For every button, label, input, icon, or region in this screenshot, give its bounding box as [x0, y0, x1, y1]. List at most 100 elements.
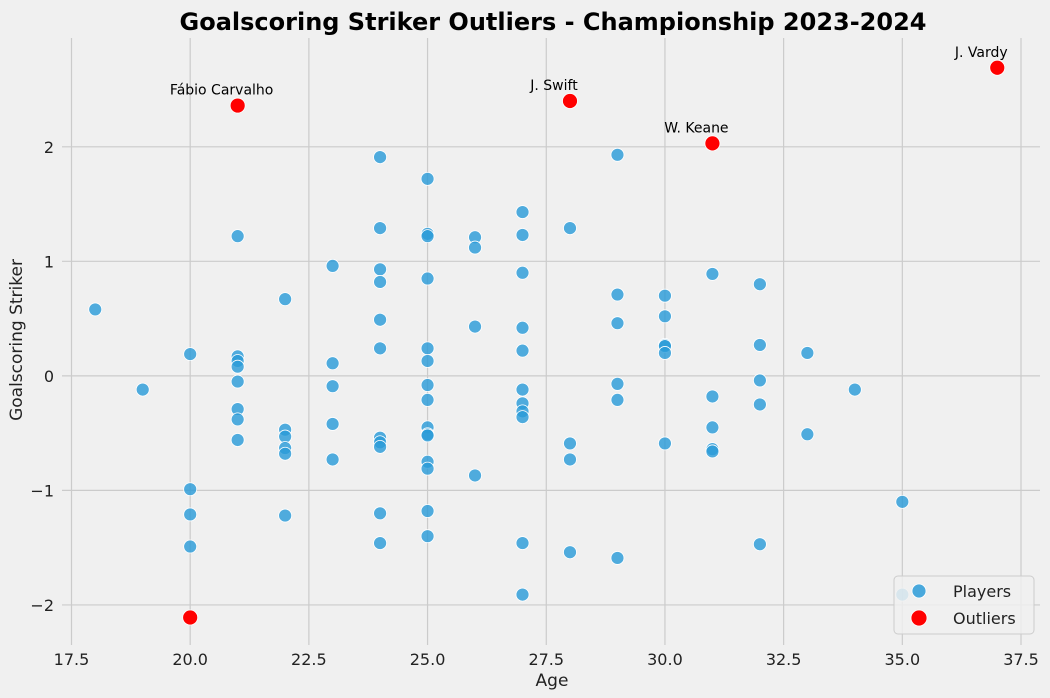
y-axis-label: Goalscoring Striker: [7, 259, 27, 421]
outlier-label: J. Swift: [529, 78, 578, 94]
grid-lines: [62, 38, 1040, 645]
player-point: [278, 429, 293, 444]
player-point: [515, 228, 530, 242]
x-tick-label: 30.0: [647, 650, 683, 669]
player-point: [183, 539, 198, 554]
player-point: [325, 452, 340, 467]
player-point: [563, 436, 577, 451]
player-point: [373, 506, 387, 521]
player-point: [325, 356, 340, 371]
player-point: [278, 446, 293, 461]
player-point: [515, 587, 530, 602]
player-point: [135, 382, 150, 397]
y-tick-label: 0: [44, 367, 54, 386]
player-point: [230, 229, 245, 244]
player-point: [515, 536, 530, 550]
outlier-point: [704, 135, 721, 152]
y-tick-label: 2: [44, 138, 54, 157]
player-point: [420, 271, 435, 286]
outlier-label: W. Keane: [664, 120, 728, 136]
player-point: [420, 428, 435, 443]
player-point: [752, 373, 767, 388]
player-point: [658, 309, 672, 324]
player-point: [230, 359, 245, 374]
legend-marker-players: [911, 583, 927, 599]
y-tick-label: −1: [30, 481, 54, 500]
player-point: [373, 536, 387, 550]
player-point: [847, 382, 862, 397]
x-tick-label: 27.5: [528, 650, 564, 669]
player-point: [705, 389, 720, 404]
y-tick-label: 1: [44, 252, 54, 271]
player-point: [468, 240, 482, 255]
x-tick-label: 20.0: [172, 650, 208, 669]
player-point: [325, 417, 340, 431]
player-point: [515, 343, 530, 358]
player-point: [752, 397, 767, 412]
player-point: [563, 221, 577, 236]
legend-label-outliers: Outliers: [953, 609, 1016, 628]
player-point: [420, 529, 435, 544]
player-point: [420, 171, 435, 186]
legend: Players Outliers: [893, 575, 1035, 635]
player-point: [610, 287, 625, 302]
player-point: [420, 504, 435, 518]
player-point: [800, 346, 815, 360]
player-point: [752, 537, 767, 552]
player-point: [278, 292, 293, 307]
player-point: [373, 341, 387, 356]
player-point: [373, 312, 387, 327]
player-point: [183, 347, 198, 361]
player-point: [325, 379, 340, 394]
player-point: [88, 302, 103, 317]
player-point: [230, 374, 245, 389]
player-point: [658, 288, 672, 303]
player-point: [420, 378, 435, 392]
x-axis-label: Age: [536, 671, 569, 691]
x-tick-label: 32.5: [766, 650, 802, 669]
player-point: [468, 468, 482, 483]
player-point: [515, 265, 530, 280]
outlier-point: [562, 93, 578, 109]
outlier-point: [229, 97, 246, 114]
x-tick-label: 37.5: [1003, 650, 1039, 669]
player-point: [420, 393, 435, 407]
player-point: [373, 275, 387, 289]
player-point: [610, 147, 625, 162]
player-point: [658, 346, 672, 360]
x-tick-label: 35.0: [885, 650, 921, 669]
player-point: [515, 320, 530, 335]
player-point: [610, 316, 625, 331]
outlier-point: [989, 59, 1006, 76]
legend-marker-outliers: [910, 609, 928, 627]
legend-label-players: Players: [953, 582, 1011, 601]
player-point: [800, 427, 815, 442]
player-point: [420, 461, 435, 476]
data-points: [88, 59, 1006, 626]
y-tick-label: −2: [30, 596, 54, 615]
x-tick-label: 22.5: [291, 650, 327, 669]
outlier-label: J. Vardy: [954, 45, 1008, 61]
player-point: [373, 262, 387, 277]
player-point: [230, 433, 245, 447]
player-point: [705, 267, 720, 281]
outlier-point: [182, 609, 199, 626]
chart-title: Goalscoring Striker Outliers - Champions…: [180, 8, 927, 36]
player-point: [895, 494, 910, 509]
outlier-label: Fábio Carvalho: [170, 83, 273, 99]
player-point: [373, 221, 387, 236]
player-point: [420, 229, 435, 244]
player-point: [563, 452, 577, 467]
player-point: [420, 341, 435, 356]
player-point: [610, 376, 625, 391]
player-point: [610, 393, 625, 407]
player-point: [325, 259, 340, 273]
player-point: [468, 319, 482, 334]
x-tick-label: 25.0: [410, 650, 446, 669]
player-point: [658, 436, 672, 451]
player-point: [563, 545, 577, 560]
player-point: [230, 412, 245, 427]
player-point: [515, 205, 530, 219]
player-point: [752, 277, 767, 292]
